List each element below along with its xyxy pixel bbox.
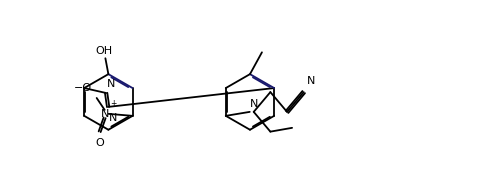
Text: −O: −O (74, 83, 92, 93)
Text: N: N (100, 109, 109, 119)
Text: N: N (307, 76, 315, 86)
Text: N: N (250, 99, 258, 109)
Text: N: N (107, 79, 116, 89)
Text: OH: OH (96, 46, 113, 56)
Text: O: O (95, 138, 104, 148)
Text: +: + (110, 99, 117, 108)
Text: N: N (109, 113, 118, 123)
